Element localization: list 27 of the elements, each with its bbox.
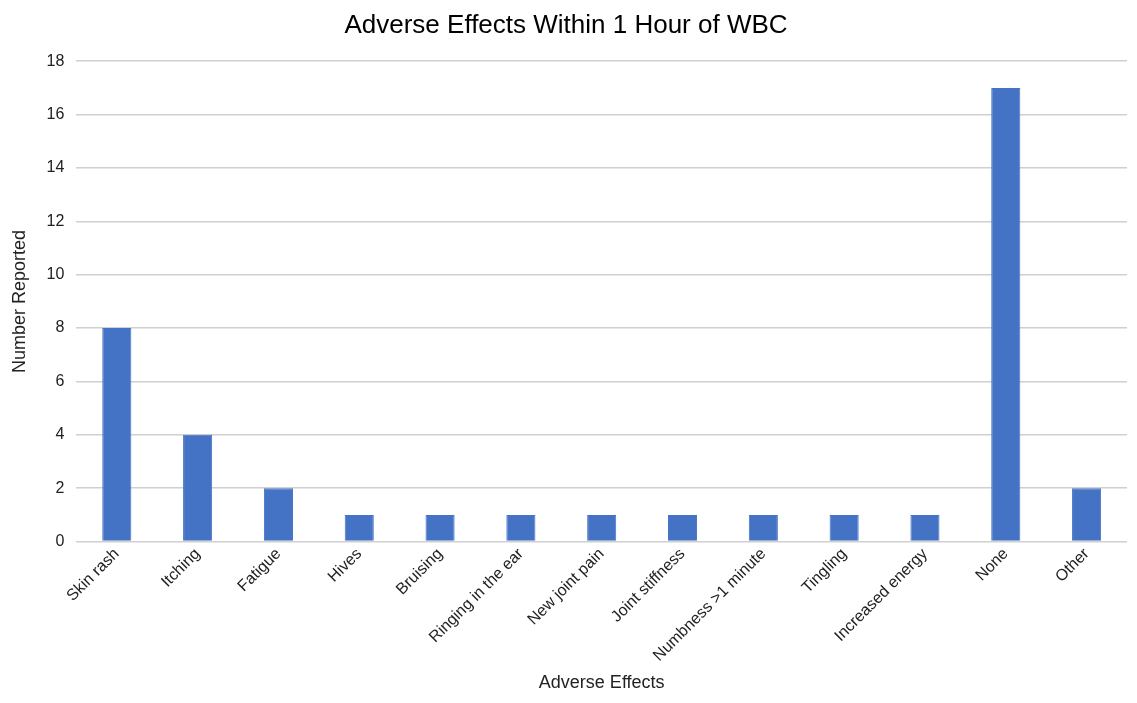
bar — [910, 514, 940, 541]
bar — [667, 514, 698, 541]
bar — [102, 328, 132, 541]
x-axis-title: Adverse Effects — [538, 672, 665, 693]
bar — [587, 514, 617, 541]
y-tick-label: 6 — [55, 371, 65, 389]
bar — [344, 514, 374, 541]
y-tick-label: 12 — [46, 211, 65, 229]
x-tick-label: Skin rash — [62, 544, 123, 604]
bar — [748, 514, 778, 541]
y-tick-label: 4 — [55, 425, 65, 443]
bar — [263, 488, 293, 541]
bar — [183, 434, 213, 541]
bar — [506, 514, 536, 541]
chart-title: Adverse Effects Within 1 Hour of WBC — [344, 8, 788, 39]
y-tick-label: 18 — [46, 51, 65, 69]
bar — [829, 514, 859, 541]
y-tick-label: 14 — [46, 158, 65, 176]
y-tick-label: 0 — [55, 532, 65, 550]
bar — [1072, 488, 1102, 541]
bar — [425, 514, 455, 541]
y-tick-label: 10 — [46, 265, 65, 283]
bar — [991, 87, 1021, 541]
y-tick-label: 2 — [55, 478, 65, 496]
y-axis-title: Number Reported — [8, 229, 29, 373]
y-tick-label: 8 — [55, 318, 65, 336]
y-tick-label: 16 — [46, 104, 65, 122]
